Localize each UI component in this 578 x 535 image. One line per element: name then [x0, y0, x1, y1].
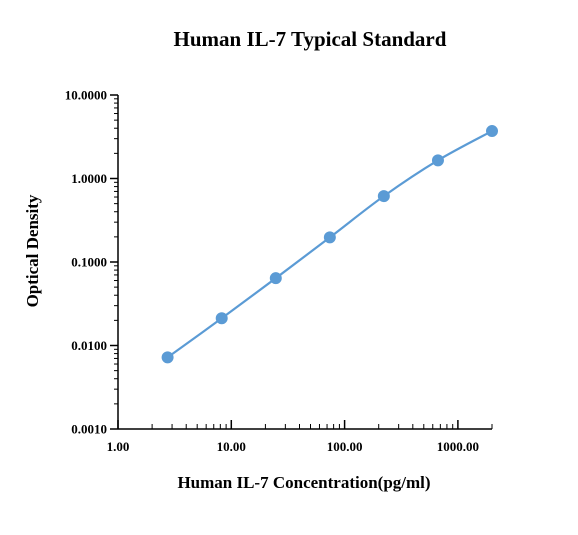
data-point [161, 351, 174, 364]
y-tick-label: 10.0000 [65, 88, 107, 103]
data-point [269, 272, 282, 285]
axes: 1.00 10.00 100.00 1000.00 0.0010 0.0100 0.1000… [65, 88, 493, 454]
data-point [323, 231, 336, 244]
y-tick-label: 0.0100 [71, 338, 107, 353]
x-axis-title: Human IL-7 Concentration(pg/ml) [177, 473, 430, 492]
x-tick-label: 10.00 [217, 439, 246, 454]
y-tick-label: 0.0010 [71, 422, 107, 437]
y-tick-label: 0.1000 [71, 255, 107, 270]
series-layer [161, 125, 498, 364]
data-point [215, 312, 228, 325]
data-point [431, 154, 444, 167]
data-point [486, 125, 498, 138]
y-axis-title: Optical Density [23, 194, 42, 307]
x-tick-label: 1.00 [107, 439, 130, 454]
y-tick-label: 1.0000 [71, 171, 107, 186]
data-point [377, 190, 390, 203]
chart-title: Human IL-7 Typical Standard [174, 27, 447, 51]
series-line [166, 130, 493, 359]
x-tick-label: 100.00 [327, 439, 363, 454]
x-tick-label: 1000.00 [437, 439, 479, 454]
